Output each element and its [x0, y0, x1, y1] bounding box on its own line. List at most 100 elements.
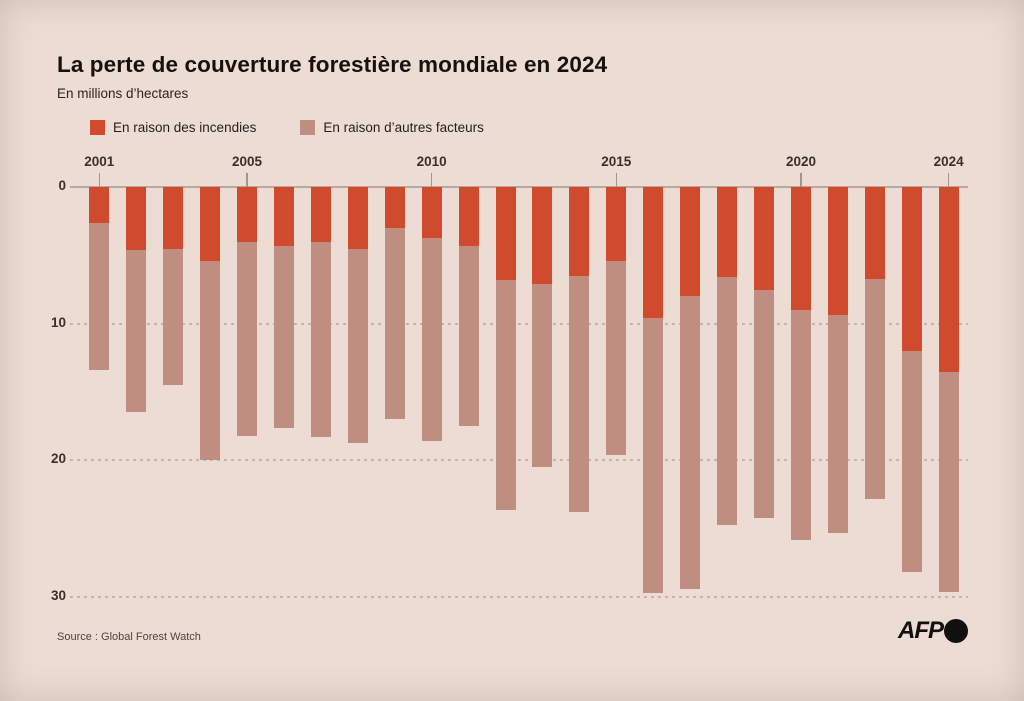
bar-2018-segment-others	[717, 277, 738, 525]
bar-2010-segment-fires	[421, 187, 442, 238]
bar-2020	[790, 187, 811, 540]
bar-2016-segment-others	[643, 318, 664, 593]
bar-2013	[532, 187, 553, 468]
x-axis-label-2005: 2005	[231, 154, 263, 169]
bar-2004	[200, 187, 221, 461]
x-axis-label-2024: 2024	[933, 154, 964, 169]
bar-2010-segment-others	[421, 237, 442, 442]
bar-2010	[421, 187, 442, 442]
bar-2003	[163, 187, 184, 386]
bar-2012-segment-fires	[495, 187, 516, 280]
bar-2003-segment-fires	[163, 187, 184, 249]
bar-2024-segment-fires	[938, 187, 959, 372]
bar-2007	[310, 187, 331, 438]
bar-2001-segment-others	[89, 222, 110, 371]
chart-title: La perte de couverture forestière mondia…	[57, 52, 608, 77]
bar-2002-segment-others	[126, 249, 147, 413]
bar-2001	[89, 187, 110, 371]
y-axis-label-10: 10	[50, 314, 66, 330]
x-axis-tick-2020	[800, 173, 802, 187]
bar-2009	[384, 187, 405, 420]
afp-logo: AFP	[898, 617, 968, 645]
bar-2018	[717, 187, 738, 525]
bar-2005-segment-others	[237, 241, 258, 436]
bar-2013-segment-fires	[532, 187, 553, 285]
y-axis-label-30: 30	[50, 588, 66, 603]
bar-2020-segment-others	[790, 310, 811, 540]
bar-2016	[643, 187, 664, 593]
afp-logo-text: AFP	[898, 617, 944, 644]
bar-2019	[754, 187, 775, 518]
bar-2015	[606, 187, 627, 455]
bar-2022-segment-others	[864, 278, 885, 499]
bar-2006	[273, 187, 294, 428]
legend-item-others: En raison d’autres facteurs	[300, 120, 484, 135]
y-axis-label-0: 0	[58, 178, 66, 193]
bar-2004-segment-others	[200, 260, 221, 461]
x-axis-tick-2005	[246, 173, 248, 187]
bar-2013-segment-others	[532, 284, 553, 468]
bar-2006-segment-fires	[273, 187, 294, 246]
bar-2007-segment-others	[310, 241, 331, 438]
bar-2017-segment-others	[680, 296, 701, 589]
bar-2023-segment-others	[901, 351, 922, 573]
bar-2021-segment-fires	[827, 187, 848, 316]
x-axis-label-2001: 2001	[84, 154, 115, 169]
bar-2009-segment-others	[384, 228, 405, 420]
bar-2002-segment-fires	[126, 187, 147, 250]
bar-2020-segment-fires	[790, 187, 811, 310]
bar-2008	[347, 187, 368, 443]
legend-item-fires: En raison des incendies	[90, 120, 256, 135]
bar-2002	[126, 187, 147, 413]
bar-2023-segment-fires	[901, 187, 922, 351]
afp-logo-circle-icon	[944, 619, 968, 643]
bar-2014-segment-others	[569, 275, 590, 513]
bar-2024-segment-others	[938, 371, 959, 592]
legend-label-others: En raison d’autres facteurs	[323, 120, 484, 135]
bar-2012	[495, 187, 516, 510]
bar-2005	[237, 187, 258, 436]
bar-2008-segment-others	[347, 248, 368, 443]
bar-2022	[864, 187, 885, 499]
legend-label-fires: En raison des incendies	[113, 120, 257, 135]
bar-2008-segment-fires	[347, 187, 368, 249]
bar-2011	[458, 187, 479, 427]
x-axis-tick-2024	[947, 173, 950, 187]
bar-2011-segment-fires	[458, 187, 479, 246]
bar-2011-segment-others	[458, 245, 479, 427]
zero-axis-line	[70, 186, 968, 188]
x-axis-tick-2015	[615, 173, 618, 187]
x-axis-label-2020: 2020	[785, 154, 816, 169]
bar-2021	[827, 187, 848, 533]
bar-2016-segment-fires	[643, 187, 664, 319]
bar-2015-segment-others	[606, 260, 627, 455]
bar-2014-segment-fires	[569, 187, 590, 276]
bar-2018-segment-fires	[717, 187, 738, 278]
x-axis-label-2015: 2015	[601, 154, 632, 169]
bar-2012-segment-others	[495, 279, 516, 510]
gridline-20	[70, 459, 968, 462]
bar-2007-segment-fires	[310, 187, 331, 242]
bar-2003-segment-others	[163, 248, 184, 386]
gridline-30	[70, 596, 968, 598]
x-axis-tick-2010	[430, 173, 433, 187]
bar-2001-segment-fires	[89, 187, 110, 223]
bar-2015-segment-fires	[606, 187, 627, 261]
bar-2022-segment-fires	[864, 187, 885, 279]
chart-subtitle: En millions d’hectares	[57, 86, 189, 101]
legend-swatch-fires-icon	[90, 120, 105, 135]
x-axis-label-2010: 2010	[416, 154, 447, 169]
legend-swatch-others-icon	[300, 120, 316, 135]
source-credit: Source : Global Forest Watch	[57, 631, 201, 643]
bar-2004-segment-fires	[200, 187, 221, 261]
gridline-10	[70, 322, 968, 325]
bar-2017	[680, 187, 701, 589]
bar-2023	[901, 187, 922, 573]
y-axis-label-20: 20	[50, 451, 66, 467]
bar-2021-segment-others	[827, 315, 848, 533]
bar-2014	[569, 187, 590, 513]
bar-2009-segment-fires	[384, 187, 405, 228]
bar-2005-segment-fires	[237, 187, 258, 242]
